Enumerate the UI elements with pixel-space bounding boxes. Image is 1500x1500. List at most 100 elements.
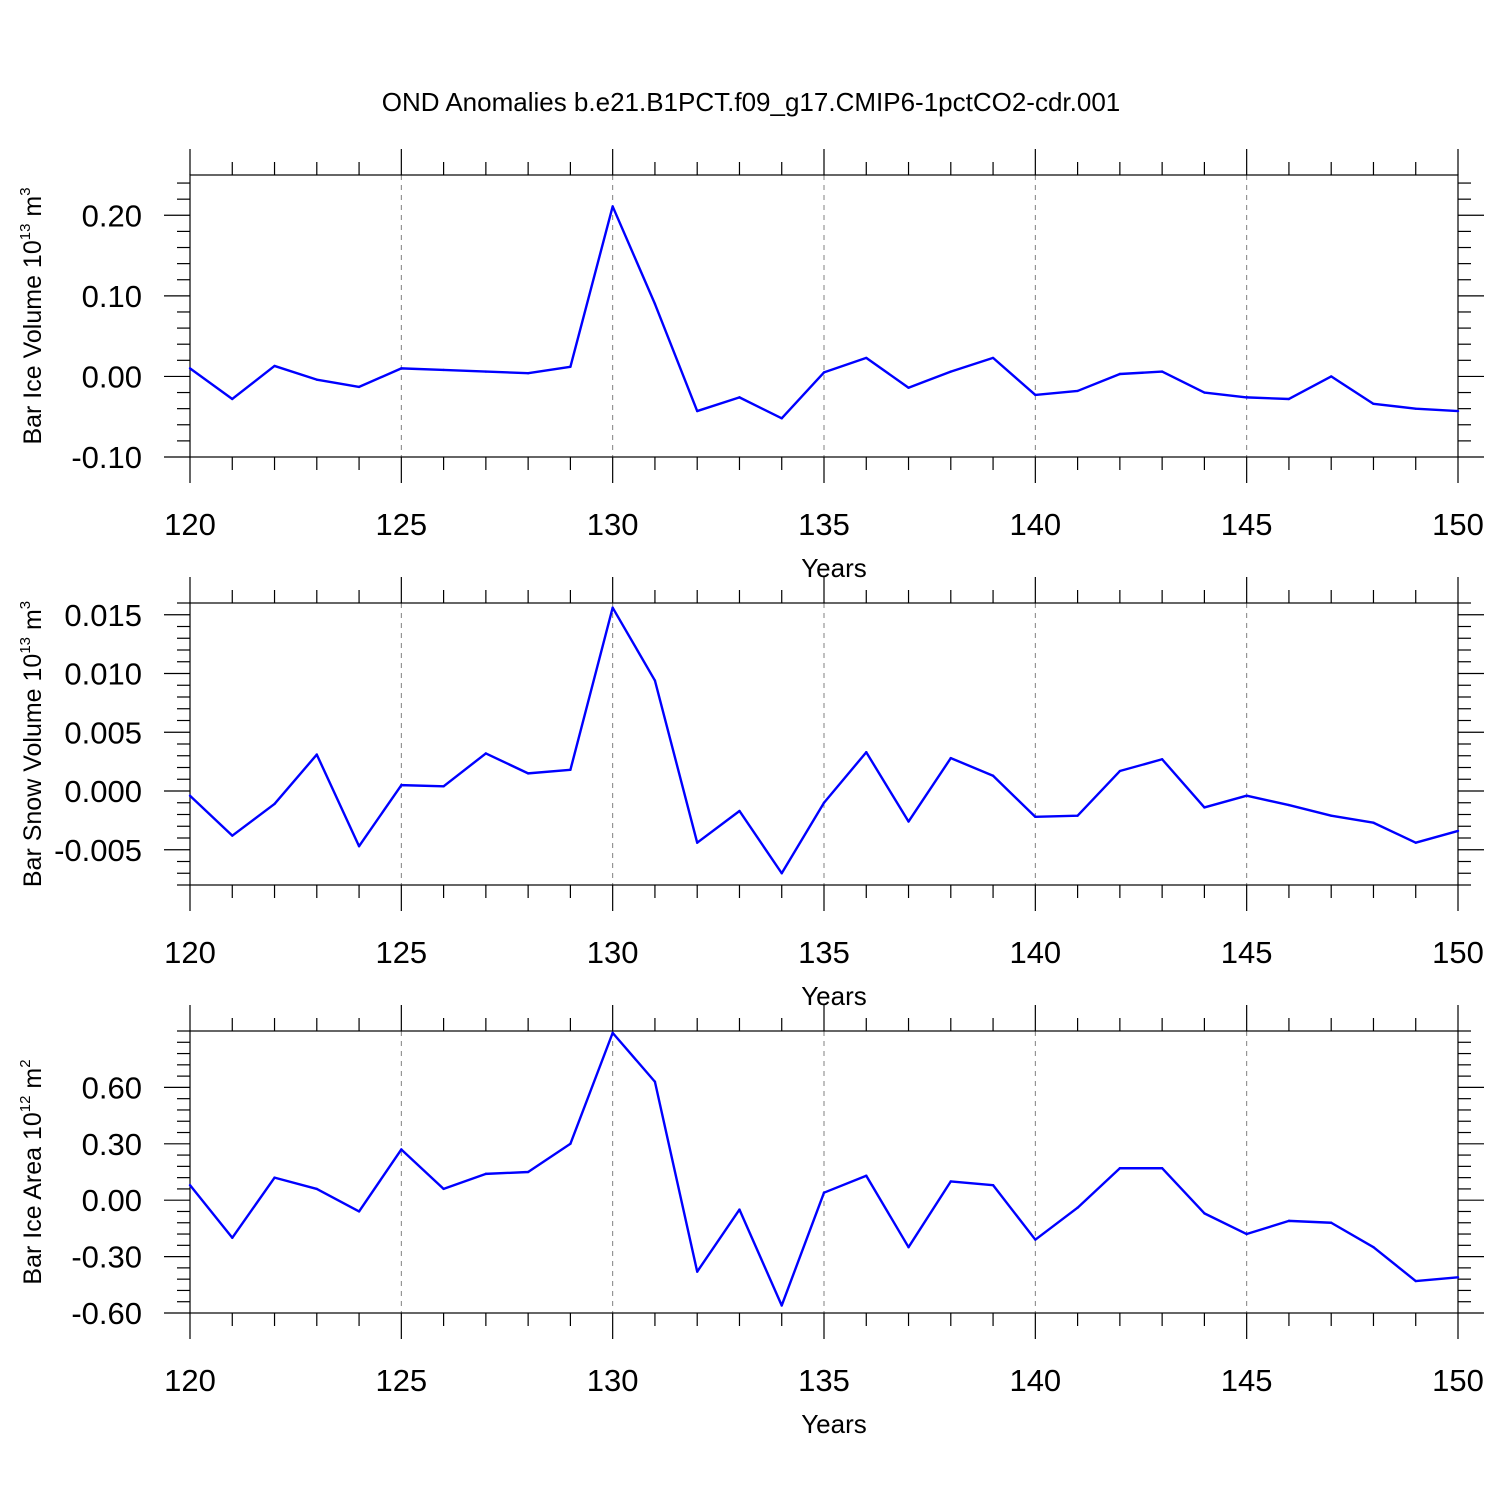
data-point: [1160, 1167, 1164, 1170]
data-point: [1372, 402, 1375, 406]
y-axis-label-unit-exponent: 2: [17, 1059, 34, 1067]
x-tick-label: 135: [798, 1363, 850, 1398]
data-point: [1414, 407, 1417, 410]
y-axis-label-text: Bar Ice Volume 10: [19, 240, 47, 444]
panel-2: 120 125 130 135 140 145 150 Years -0.005 0.000 0.0…: [17, 577, 1484, 1011]
y-axis-label-unit: m: [19, 609, 47, 637]
data-point: [611, 1031, 614, 1035]
y-tick-label: 0.015: [64, 598, 142, 633]
y-tick-label: 0.00: [82, 359, 142, 394]
x-tick-label: 130: [587, 1363, 639, 1398]
data-point: [442, 1187, 445, 1191]
data-point: [357, 1210, 361, 1213]
x-tick-label: 150: [1432, 507, 1484, 542]
x-tick-label: 120: [164, 935, 216, 970]
data-point: [357, 385, 361, 389]
data-point: [400, 783, 403, 787]
data-point: [315, 378, 318, 381]
x-tick-label: 120: [164, 507, 216, 542]
data-point: [1076, 389, 1079, 393]
data-point: [991, 774, 995, 777]
x-tick-label: 135: [798, 507, 850, 542]
y-tick-label: -0.30: [71, 1240, 142, 1275]
data-point: [1287, 803, 1291, 807]
data-point: [780, 872, 783, 875]
y-tick-label: 0.10: [82, 279, 142, 314]
data-point: [1203, 1212, 1206, 1215]
data-point: [442, 785, 445, 788]
y-axis-label-unit-exponent: 3: [17, 601, 34, 609]
data-point: [1203, 806, 1206, 809]
data-point: [1118, 769, 1122, 773]
data-point: [696, 1270, 699, 1273]
data-point: [1118, 372, 1122, 376]
y-axis-label-exponent: 13: [17, 637, 34, 654]
data-point: [1372, 821, 1375, 824]
data-point: [780, 417, 783, 420]
data-point: [822, 1191, 826, 1194]
data-point: [991, 356, 995, 360]
data-point: [907, 820, 910, 823]
data-point: [907, 386, 910, 389]
x-tick-label: 140: [1009, 1363, 1061, 1398]
y-axis-label-unit-exponent: 3: [17, 187, 34, 195]
x-axis-label: Years: [801, 981, 867, 1011]
data-point: [696, 841, 699, 844]
data-point: [526, 772, 530, 775]
data-point: [1414, 841, 1417, 844]
data-point: [1245, 794, 1248, 797]
data-point: [442, 368, 445, 372]
data-point: [865, 356, 868, 360]
data-point: [738, 809, 741, 813]
x-axis-label: Years: [801, 1409, 867, 1439]
y-tick-label: 0.000: [64, 774, 142, 809]
y-axis-label-exponent: 13: [17, 224, 34, 241]
data-point: [1456, 409, 1460, 413]
x-tick-label: 125: [375, 935, 427, 970]
data-point: [273, 364, 276, 368]
data-point: [1160, 370, 1164, 373]
chart-title: OND Anomalies b.e21.B1PCT.f09_g17.CMIP6-…: [382, 87, 1121, 117]
data-point: [569, 1142, 572, 1146]
x-tick-label: 150: [1432, 935, 1484, 970]
data-point: [315, 1187, 318, 1191]
data-point: [188, 794, 192, 797]
data-point: [865, 1174, 868, 1177]
x-tick-label: 130: [587, 935, 639, 970]
data-point: [1076, 814, 1079, 817]
y-tick-label: 0.010: [64, 657, 142, 692]
data-point: [1287, 1219, 1291, 1223]
data-point: [949, 370, 952, 373]
data-point: [1118, 1167, 1122, 1170]
y-axis-label-text: Bar Snow Volume 10: [19, 654, 47, 887]
data-point: [569, 768, 572, 772]
x-tick-label: 140: [1009, 935, 1061, 970]
data-point: [991, 1183, 995, 1187]
y-tick-label: -0.10: [71, 440, 142, 475]
y-tick-label: 0.60: [82, 1070, 142, 1105]
data-point: [1330, 1221, 1333, 1224]
data-point: [273, 802, 276, 806]
data-point: [1203, 391, 1206, 394]
y-axis-label: Bar Snow Volume 1013 m3: [17, 601, 47, 887]
panel-3: 120 125 130 135 140 145 150 Years -0.60 -0.30 0.00…: [17, 1005, 1484, 1439]
data-point: [1076, 1206, 1079, 1209]
data-point: [1330, 814, 1333, 817]
y-tick-label: -0.60: [71, 1296, 142, 1331]
y-tick-label: 0.00: [82, 1183, 142, 1218]
data-point: [822, 371, 826, 374]
data-point: [526, 372, 530, 375]
y-axis-label-exponent: 12: [17, 1096, 34, 1113]
data-point: [400, 367, 403, 370]
data-point: [653, 1080, 657, 1083]
data-point: [738, 396, 741, 399]
data-point: [822, 801, 826, 804]
data-point: [231, 397, 234, 401]
x-tick-label: 125: [375, 507, 427, 542]
panel-1: 120 125 130 135 140 145 150 Years -0.10 0.00 0.10 0…: [17, 149, 1484, 583]
y-axis-label: Bar Ice Area 1012 m2: [17, 1059, 47, 1284]
data-point: [1330, 375, 1333, 378]
data-point: [1245, 1232, 1248, 1236]
data-point: [526, 1170, 530, 1174]
